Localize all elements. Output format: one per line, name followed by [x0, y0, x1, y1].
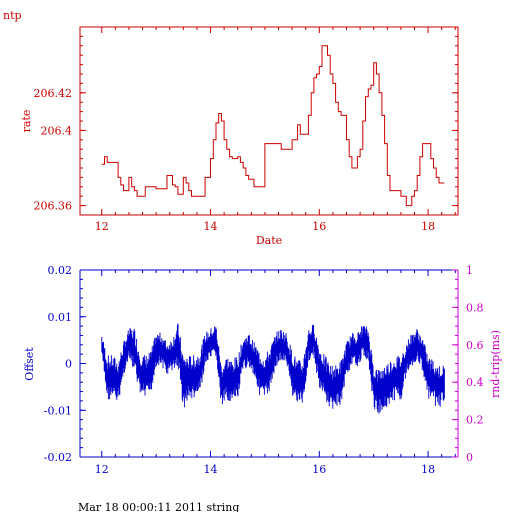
offset-xtick-label: 14	[204, 463, 218, 476]
rate-axis-label: rate	[20, 110, 33, 133]
rate-ytick-label: 206.36	[34, 200, 73, 213]
offset-ytick-label: 0	[65, 358, 72, 371]
rtt-ytick-label: 0.6	[466, 339, 484, 352]
rtt-axis-label: rnd-trip(ms)	[489, 330, 502, 398]
rate-plot-frame	[79, 26, 459, 216]
offset-xtick-label: 12	[95, 463, 109, 476]
offset-chart: 12 14 16 18 -0.02 -0.01 0 0.01 0.02 0 0.2 0.4 0.6 0.8…	[23, 264, 502, 476]
rate-xtick-label: 14	[204, 220, 218, 233]
rate-xtick-label: 12	[95, 220, 109, 233]
footer-timestamp: Mar 18 00:00:11 2011 string	[78, 501, 239, 512]
rate-xtick-label: 18	[421, 220, 435, 233]
rtt-ytick-label: 0	[466, 451, 473, 464]
rtt-ytick-label: 1	[466, 264, 473, 277]
rate-ytick-label: 206.42	[34, 87, 73, 100]
rate-ytick-label: 206.4	[41, 124, 73, 137]
offset-xtick-label: 18	[421, 463, 435, 476]
rtt-ytick-label: 0.2	[466, 414, 484, 427]
offset-series-band	[101, 323, 445, 414]
rtt-ytick-label: 0.8	[466, 301, 484, 314]
offset-ytick-label: -0.02	[44, 451, 72, 464]
offset-axis-label: Offset	[23, 347, 36, 381]
offset-xtick-label: 16	[312, 463, 326, 476]
page-title: ntp	[3, 9, 22, 22]
offset-ytick-label: -0.01	[44, 404, 72, 417]
rate-chart: 12 14 16 18 206.36 206.4 206.42 rate Date	[20, 26, 459, 247]
date-axis-label: Date	[256, 234, 282, 247]
rate-series-line	[101, 45, 445, 207]
offset-ytick-label: 0.01	[48, 311, 73, 324]
rtt-ytick-label: 0.4	[466, 376, 484, 389]
rate-xtick-label: 16	[312, 220, 326, 233]
offset-ytick-label: 0.02	[48, 264, 73, 277]
